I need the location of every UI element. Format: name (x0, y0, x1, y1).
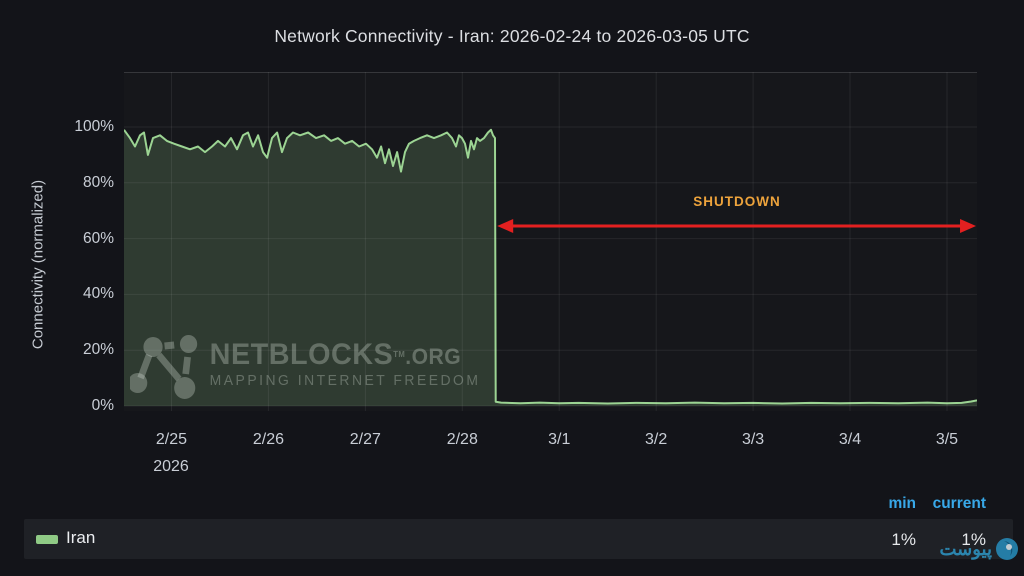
x-tick-label: 3/5 (935, 431, 959, 448)
site-watermark-logo-icon (996, 538, 1018, 560)
chart-title: Network Connectivity - Iran: 2026-02-24 … (274, 26, 750, 46)
series-line (123, 128, 978, 405)
shutdown-annotation-label: SHUTDOWN (693, 194, 781, 209)
y-tick-label: 20% (82, 341, 114, 359)
x-tick-label: 2/28 (446, 431, 478, 448)
legend-min-value: 1% (891, 530, 916, 549)
legend-current-value: 1% (961, 530, 986, 549)
gridlines (124, 72, 977, 411)
plot-area: SHUTDOWN NETBLOCKSTM.ORG MAPPING (123, 72, 978, 411)
x-axis-year-label: 2026 (153, 458, 189, 475)
site-watermark: پیوست (939, 538, 1018, 560)
y-tick-label: 0% (91, 396, 114, 414)
x-tick-label: 3/4 (838, 431, 862, 448)
legend-header-min: min (888, 495, 916, 512)
x-tick-label: 3/3 (741, 431, 765, 448)
x-tick-label: 2/26 (252, 431, 284, 448)
series-fill (124, 129, 977, 407)
legend-row-iran[interactable]: Iran (24, 519, 1013, 559)
x-tick-label: 2/27 (349, 431, 381, 448)
legend-header-current: current (932, 495, 986, 512)
x-tick-label: 2/25 (155, 431, 188, 448)
legend-color-swatch (36, 535, 58, 544)
x-tick-label: 3/2 (645, 431, 668, 448)
y-tick-label: 60% (82, 229, 114, 247)
x-tick-label: 3/1 (548, 431, 571, 448)
site-watermark-text: پیوست (939, 539, 993, 559)
shutdown-arrow (497, 219, 977, 233)
y-tick-label: 80% (82, 173, 114, 191)
legend-series-label[interactable]: Iran (66, 528, 96, 547)
y-tick-label: 40% (82, 285, 114, 303)
y-tick-label: 100% (74, 117, 114, 135)
connectivity-area-chart (123, 72, 978, 411)
